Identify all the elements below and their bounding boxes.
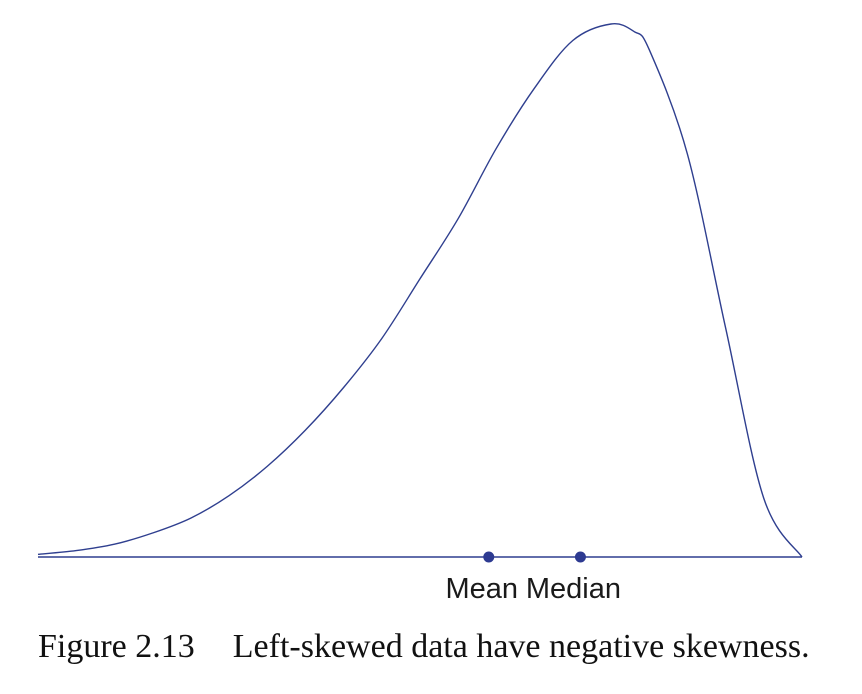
median-label: Median <box>526 573 621 605</box>
median-marker <box>574 551 586 563</box>
density-curve <box>37 23 803 558</box>
figure-caption: Figure 2.13 Left-skewed data have negativ… <box>38 622 858 672</box>
caption-text: Left-skewed data have negative skewness. <box>232 628 810 665</box>
mean-label: Mean <box>445 573 518 605</box>
figure-number: Figure 2.13 <box>38 628 195 665</box>
plot-area: Mean Median <box>37 23 803 605</box>
skewed-density-chart: Mean Median <box>37 23 803 605</box>
mean-marker <box>483 551 495 563</box>
